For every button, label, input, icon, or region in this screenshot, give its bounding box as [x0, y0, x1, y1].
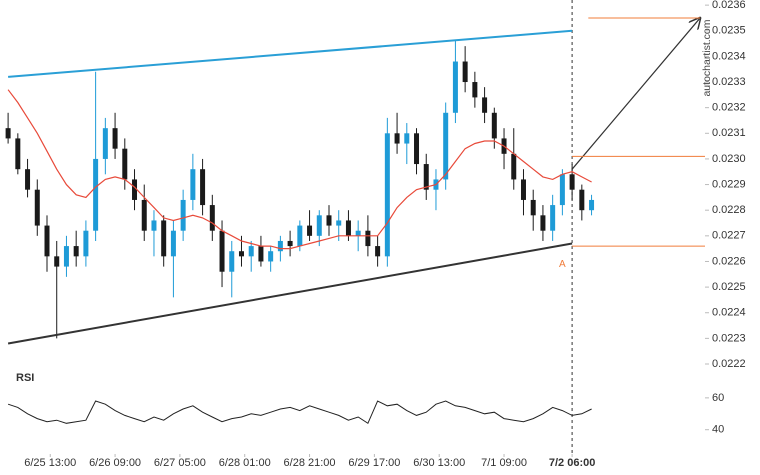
support-line: [7, 242, 573, 345]
candle-body: [238, 251, 244, 257]
candle-body: [336, 220, 342, 226]
candle-body: [54, 256, 60, 267]
x-tick-label: 7/1 09:00: [481, 457, 527, 469]
x-tick-label: 6/28 21:00: [284, 457, 336, 469]
candle-body: [355, 230, 361, 236]
candle-body: [384, 133, 390, 257]
candle-body: [375, 246, 381, 257]
candle-body: [277, 240, 283, 252]
x-tick-label: 6/29 17:00: [348, 457, 400, 469]
y-tick-label: 0.0225: [712, 281, 746, 293]
y-tick-label: 0.0226: [712, 255, 746, 267]
y-tick-label: 0.0234: [712, 50, 746, 62]
y-tick-label: 0.0222: [712, 358, 746, 370]
candle-body: [200, 169, 206, 206]
candle-body: [190, 169, 196, 200]
y-tick-label: 0.0223: [712, 332, 746, 344]
candle-body: [34, 189, 40, 226]
y-tick-label: 0.0229: [712, 178, 746, 190]
y-tick-label: 0.0224: [712, 307, 746, 319]
candle-body: [589, 199, 595, 211]
y-tick-label: 0.0233: [712, 76, 746, 88]
candle-body: [73, 246, 79, 257]
candle-body: [530, 199, 536, 216]
candle-body: [132, 179, 138, 200]
candle-body: [326, 215, 332, 226]
candle-body: [569, 174, 575, 190]
candle-body: [25, 169, 31, 190]
moving-average: [7, 89, 592, 250]
watermark: autochartist.com: [701, 19, 713, 96]
rsi-tick-label: 40: [712, 424, 724, 436]
candle-body: [452, 61, 458, 113]
candle-body: [345, 220, 351, 236]
candle-body: [307, 225, 313, 236]
candle-body: [268, 251, 274, 262]
candle-body: [122, 148, 128, 180]
candle-body: [316, 215, 322, 236]
candle-body: [170, 230, 176, 257]
candle-body: [83, 230, 89, 257]
y-tick-label: 0.0232: [712, 102, 746, 114]
candle-body: [248, 246, 254, 257]
candle-body: [394, 133, 400, 144]
candle-body: [63, 246, 69, 267]
candle-body: [112, 128, 118, 149]
y-tick-label: 0.0235: [712, 25, 746, 37]
candle-body: [462, 61, 468, 83]
candle-body: [550, 205, 556, 231]
candle-body: [472, 82, 478, 98]
candle-body: [443, 112, 449, 180]
candle-body: [180, 199, 186, 231]
candle-body: [209, 205, 215, 231]
candle-body: [141, 199, 147, 231]
candle-body: [365, 230, 371, 247]
rsi-title: RSI: [16, 372, 34, 384]
candle-body: [423, 164, 429, 190]
forecast-arrow: [571, 18, 700, 170]
x-tick-label: 6/25 13:00: [24, 457, 76, 469]
rsi-tick-label: 60: [712, 392, 724, 404]
candle-body: [414, 133, 420, 165]
y-tick-label: 0.0231: [712, 127, 746, 139]
point-label: A: [559, 259, 566, 270]
y-tick-label: 0.0236: [712, 0, 746, 11]
candle-body: [297, 225, 303, 247]
candle-body: [229, 251, 235, 272]
candle-body: [15, 138, 21, 170]
y-tick-label: 0.0228: [712, 204, 746, 216]
x-tick-label: 6/26 09:00: [89, 457, 141, 469]
x-tick-label: 6/30 13:00: [413, 457, 465, 469]
candle-body: [559, 174, 565, 206]
candle-body: [5, 128, 11, 139]
candle-body: [511, 153, 517, 180]
candle-body: [520, 179, 526, 200]
candle-body: [404, 133, 410, 144]
rsi-line: [7, 400, 592, 425]
candle-body: [219, 230, 225, 272]
y-tick-label: 0.0230: [712, 153, 746, 165]
candle-body: [540, 215, 546, 231]
x-tick-label: 6/28 01:00: [219, 457, 271, 469]
y-tick-label: 0.0227: [712, 230, 746, 242]
resistance-line: [8, 29, 573, 78]
candle-body: [151, 220, 157, 231]
candle-body: [93, 158, 99, 231]
x-tick-label: 7/2 06:00: [549, 457, 595, 469]
x-tick-label: 6/27 05:00: [154, 457, 206, 469]
candle-body: [258, 246, 264, 262]
candle-body: [161, 220, 167, 257]
candle-body: [44, 225, 50, 257]
candle-body: [491, 112, 497, 139]
candle-body: [482, 97, 488, 113]
candle-body: [287, 240, 293, 247]
candle-body: [579, 189, 585, 211]
candle-body: [102, 128, 108, 159]
